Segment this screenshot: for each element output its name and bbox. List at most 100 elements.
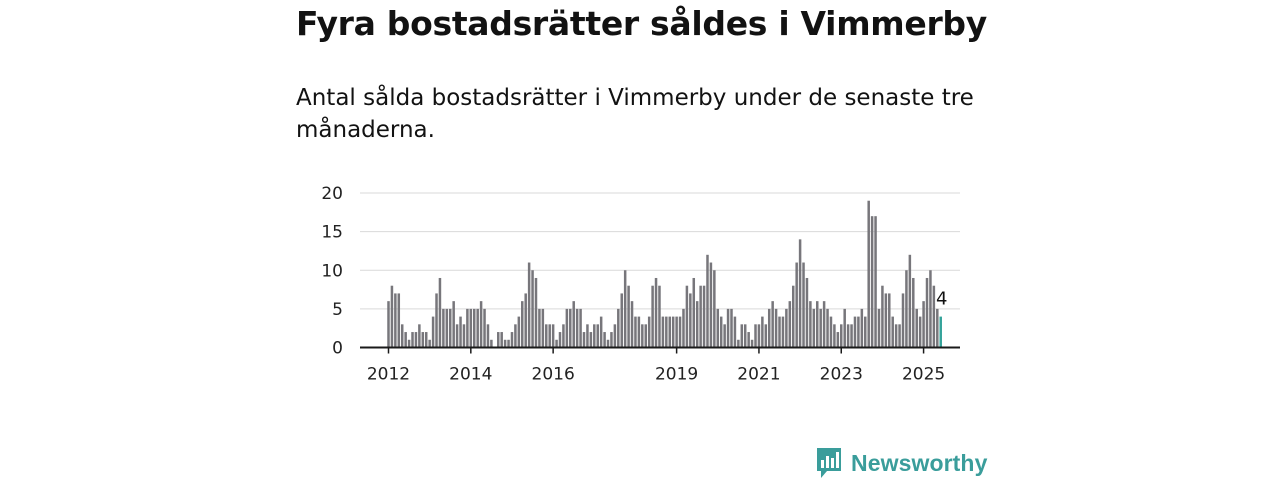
bar — [826, 308, 829, 348]
bar — [620, 293, 623, 348]
bar — [575, 308, 579, 348]
bar — [593, 324, 596, 348]
bar — [541, 308, 545, 348]
bar — [623, 270, 627, 348]
bar — [822, 301, 826, 348]
bar — [709, 262, 713, 348]
y-tick-label: 15 — [321, 223, 343, 243]
bar — [479, 301, 483, 348]
bar — [661, 316, 665, 348]
bar — [445, 308, 449, 348]
bar — [473, 308, 476, 348]
bar — [671, 316, 675, 348]
bar — [726, 308, 730, 348]
bar — [514, 324, 517, 348]
bar — [545, 324, 548, 348]
bar — [459, 316, 462, 348]
highlight-bar — [939, 316, 942, 348]
x-tick-label: 2023 — [820, 365, 863, 385]
bar — [816, 301, 819, 348]
x-tick-label: 2021 — [737, 365, 780, 385]
bar — [716, 308, 720, 348]
bar — [476, 308, 479, 348]
bar — [466, 308, 469, 348]
bar — [781, 316, 785, 348]
bar — [452, 301, 455, 348]
bar — [888, 293, 891, 348]
bar — [788, 301, 792, 348]
x-tick-label: 2012 — [367, 365, 410, 385]
bar — [922, 301, 925, 348]
bar — [596, 324, 599, 348]
bar — [702, 285, 706, 348]
bar — [424, 332, 428, 348]
bar — [692, 277, 696, 348]
bar — [603, 332, 606, 348]
bar — [689, 293, 692, 348]
bar — [764, 324, 768, 348]
bar — [551, 324, 555, 348]
bar — [565, 308, 569, 348]
bar — [613, 324, 617, 348]
bar — [877, 308, 881, 348]
bar — [730, 308, 733, 348]
bar — [881, 285, 884, 348]
bar — [394, 293, 397, 348]
bar — [606, 339, 610, 348]
bar — [665, 316, 668, 348]
bar — [469, 308, 473, 348]
bar — [407, 339, 411, 348]
bar — [898, 324, 901, 348]
bar — [874, 216, 877, 348]
bar — [414, 332, 418, 348]
bar — [785, 308, 788, 348]
bar — [448, 308, 452, 348]
bar — [442, 308, 445, 348]
bar — [802, 262, 805, 348]
bar — [524, 293, 527, 348]
bar — [418, 324, 421, 348]
bar — [891, 316, 894, 348]
bar — [617, 308, 620, 348]
bar — [798, 239, 802, 348]
bar — [840, 324, 843, 348]
x-tick-label: 2014 — [449, 365, 492, 385]
bar — [658, 285, 661, 348]
bar — [905, 270, 908, 348]
bar — [791, 285, 795, 348]
bar — [555, 339, 558, 348]
bar — [627, 285, 630, 348]
bar — [767, 308, 771, 348]
bar — [850, 324, 853, 348]
bar — [500, 332, 503, 348]
bar — [740, 324, 744, 348]
x-tick-label: 2025 — [902, 365, 945, 385]
bar — [754, 324, 757, 348]
y-tick-label: 10 — [321, 261, 343, 281]
bar — [908, 254, 912, 348]
bar — [713, 270, 716, 348]
bar — [538, 308, 541, 348]
bar — [397, 293, 401, 348]
bar — [870, 216, 874, 348]
bar — [912, 277, 915, 348]
bar — [719, 316, 723, 348]
bar — [918, 316, 922, 348]
page-title: Fyra bostadsrätter såldes i Vimmerby — [296, 4, 987, 43]
bar — [774, 308, 778, 348]
bar — [651, 285, 654, 348]
bar — [438, 277, 442, 348]
bar — [932, 285, 936, 348]
bar — [771, 301, 774, 348]
bar — [936, 308, 939, 348]
bar — [668, 316, 672, 348]
bar — [901, 293, 905, 348]
bar — [750, 339, 754, 348]
bar — [510, 332, 514, 348]
bar — [929, 270, 932, 348]
bar — [527, 262, 531, 348]
bar — [589, 332, 593, 348]
bar — [743, 324, 747, 348]
bar — [579, 308, 582, 348]
bar — [490, 339, 493, 348]
